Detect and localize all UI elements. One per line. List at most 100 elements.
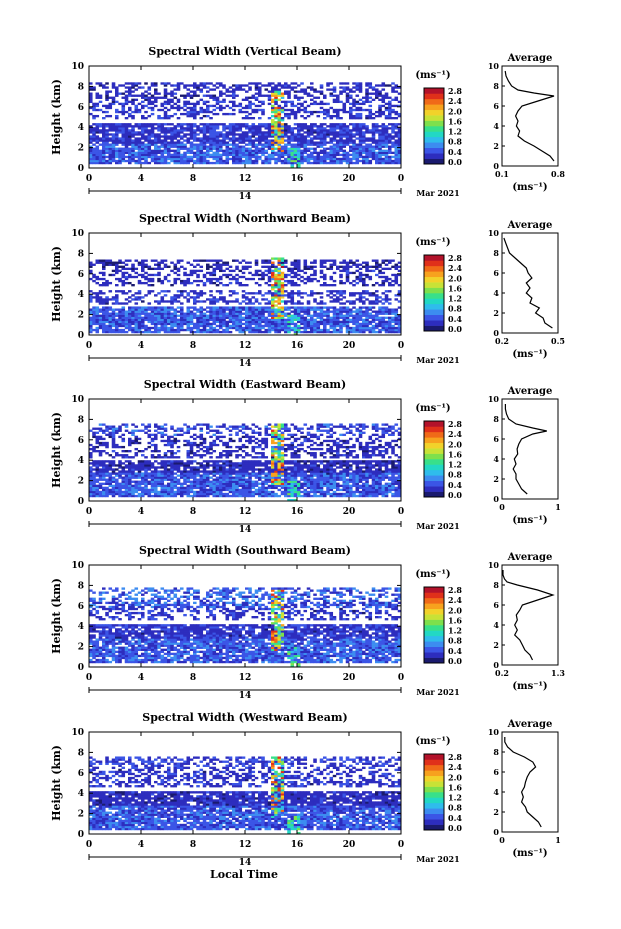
y-tick-label: 6	[78, 769, 84, 779]
avg-profile-line	[502, 570, 555, 661]
avg-profile-line	[503, 237, 553, 329]
colorbar-swatch	[424, 98, 444, 105]
y-tick-label: 10	[71, 395, 84, 405]
colorbar-tick-label: 2.8	[448, 419, 462, 429]
x-tick-label: 16	[291, 174, 304, 184]
colorbar-swatch	[424, 808, 444, 815]
y-tick-label: 0	[78, 164, 84, 174]
colorbar-swatch	[424, 260, 444, 267]
avg-y-tick-label: 4	[493, 121, 499, 131]
colorbar-tick-label: 0.8	[448, 304, 462, 314]
x-tick-label: 20	[343, 840, 356, 850]
x-tick-label: 20	[343, 341, 356, 351]
colorbar-tick-label: 0.0	[448, 490, 462, 500]
avg-x-tick-label: 0	[499, 502, 505, 512]
colorbar-swatch	[424, 759, 444, 766]
colorbar-tick-label: 1.2	[448, 793, 462, 803]
colorbar-swatch	[424, 475, 444, 482]
avg-y-tick-label: 4	[493, 787, 499, 797]
x-tick-label: 8	[190, 341, 196, 351]
panel-title: Spectral Width (Southward Beam)	[139, 544, 351, 557]
avg-y-tick-label: 6	[493, 600, 499, 610]
colorbar-swatch	[424, 819, 444, 825]
x-tick-label: 0	[398, 673, 404, 683]
avg-frame	[501, 731, 559, 833]
y-axis-label: Height (km)	[50, 246, 63, 322]
colorbar-tick-label: 2.0	[448, 273, 462, 283]
x-tick-label: 4	[138, 673, 144, 683]
colorbar-swatch	[424, 287, 444, 294]
y-tick-label: 0	[78, 497, 84, 507]
avg-x-tick-label: 0.2	[495, 336, 509, 346]
y-axis-label: Height (km)	[50, 79, 63, 155]
avg-x-tick-label: 1	[555, 835, 561, 845]
colorbar-swatch	[424, 635, 444, 642]
colorbar-swatch	[424, 608, 444, 615]
y-tick-label: 4	[78, 290, 84, 300]
avg-y-tick-label: 10	[488, 560, 500, 570]
colorbar-swatch	[424, 126, 444, 132]
colorbar-swatch	[424, 426, 444, 433]
heatmap-cells	[89, 756, 402, 835]
colorbar-tick-label: 2.0	[448, 605, 462, 615]
colorbar-swatch	[424, 464, 444, 471]
y-tick-label: 8	[78, 748, 84, 758]
colorbar-swatch	[424, 325, 444, 332]
y-tick-label: 2	[78, 311, 84, 321]
colorbar-swatch	[424, 448, 444, 454]
colorbar-swatch	[424, 619, 444, 626]
colorbar-swatch	[424, 120, 444, 127]
colorbar-swatch	[424, 131, 444, 138]
x-tick-label: 8	[190, 507, 196, 517]
colorbar-tick-label: 1.6	[448, 116, 462, 126]
avg-title: Average	[507, 53, 553, 64]
heatmap-cells	[89, 257, 402, 336]
y-axis-label: Height (km)	[50, 412, 63, 488]
x-tick-label: 4	[138, 341, 144, 351]
colorbar-swatch	[424, 453, 444, 460]
x-tick-label: 0	[86, 341, 92, 351]
x-tick-label: 4	[138, 840, 144, 850]
y-tick-label: 4	[78, 789, 84, 799]
x-tick-label: 16	[291, 840, 304, 850]
colorbar-tick-label: 1.6	[448, 782, 462, 792]
colorbar-unit: (ms⁻¹)	[415, 569, 450, 580]
colorbar-swatch	[424, 265, 444, 272]
colorbar-tick-label: 0.4	[448, 813, 462, 823]
avg-y-tick-label: 6	[493, 101, 499, 111]
colorbar-swatch	[424, 276, 444, 283]
panel-0: Spectral Width (Vertical Beam)0 4 8 12 16 20 0…	[50, 45, 565, 202]
y-tick-label: 2	[78, 144, 84, 154]
colorbar-tick-label: 2.0	[448, 106, 462, 116]
x-tick-label: 8	[190, 174, 196, 184]
avg-y-tick-label: 2	[493, 640, 499, 650]
heatmap-cells	[89, 587, 402, 668]
colorbar-swatch	[424, 282, 444, 288]
x-tick-label: 4	[138, 174, 144, 184]
y-tick-label: 10	[71, 229, 84, 239]
colorbar-swatch	[424, 271, 444, 278]
y-tick-label: 10	[71, 62, 84, 72]
avg-x-tick-label: 1	[555, 502, 561, 512]
date-label: Mar 2021	[416, 188, 459, 198]
colorbar-swatch	[424, 93, 444, 100]
colorbar-swatch	[424, 792, 444, 798]
avg-y-tick-label: 2	[493, 474, 499, 484]
avg-y-tick-label: 0	[493, 161, 499, 171]
avg-y-tick-label: 8	[493, 414, 499, 424]
colorbar-unit: (ms⁻¹)	[415, 70, 450, 81]
colorbar-tick-label: 0.0	[448, 324, 462, 334]
colorbar-tick-label: 1.2	[448, 127, 462, 137]
x-tick-label: 8	[190, 840, 196, 850]
panel-3: Spectral Width (Southward Beam)0 4 8 12 16 20…	[50, 544, 565, 701]
panel-title: Spectral Width (Vertical Beam)	[148, 45, 341, 58]
colorbar-unit: (ms⁻¹)	[415, 237, 450, 248]
colorbar-swatch	[424, 442, 444, 449]
colorbar-swatch	[424, 652, 444, 658]
colorbar-swatch	[424, 641, 444, 648]
avg-y-tick-label: 6	[493, 767, 499, 777]
colorbar-swatch	[424, 646, 444, 653]
y-tick-label: 2	[78, 643, 84, 653]
colorbar-swatch	[424, 770, 444, 777]
colorbar-tick-label: 2.0	[448, 772, 462, 782]
